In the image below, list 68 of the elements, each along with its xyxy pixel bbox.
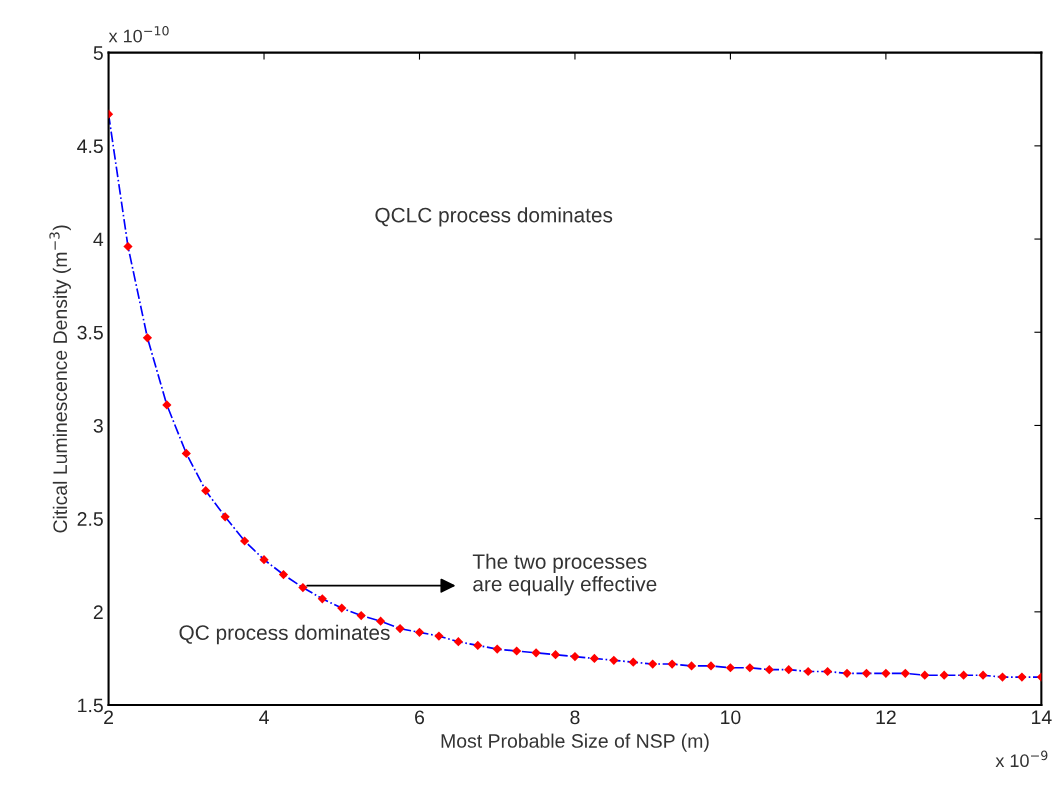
x-axis-title: Most Probable Size of NSP (m) (441, 733, 709, 752)
text: x 10$^{−9}$ (995, 750, 1048, 768)
point (337, 603, 347, 613)
point (201, 486, 211, 496)
point (900, 668, 910, 678)
point (239, 536, 250, 546)
point (278, 569, 289, 580)
y-tick-label: 3 (93, 418, 103, 433)
point (162, 400, 172, 410)
x-tick-label: 2 (104, 710, 113, 724)
point (473, 640, 483, 650)
point (764, 665, 774, 675)
annotation: QC process dominates (179, 624, 390, 645)
point (531, 648, 541, 658)
point (725, 663, 736, 673)
annotation: The two processes are equally effective (472, 553, 657, 596)
point (589, 653, 599, 664)
point (356, 610, 366, 621)
point (861, 668, 872, 678)
point (686, 661, 697, 671)
point (142, 333, 153, 343)
point (123, 241, 133, 252)
point (881, 668, 891, 678)
y-axis-title: Citical Luminescence Density (m$^{−3}$) (49, 225, 71, 533)
point (570, 651, 580, 662)
point (550, 650, 561, 660)
point (181, 448, 191, 459)
point (628, 657, 638, 667)
point (395, 624, 405, 634)
y-tick-label: 2 (93, 605, 103, 619)
x-tick-label: 6 (415, 710, 425, 725)
text: x 10$^{−10}$ (108, 25, 169, 43)
point (434, 631, 444, 641)
point (317, 594, 327, 604)
point (414, 627, 425, 637)
point (842, 668, 852, 678)
point (609, 655, 619, 665)
x-tick-label: 14 (1032, 710, 1052, 724)
x-tick-label: 10 (721, 710, 741, 725)
y-tick-label: 5 (93, 46, 103, 60)
y-tick-label: 3.5 (77, 325, 103, 340)
point (492, 644, 502, 654)
point (648, 659, 658, 669)
x-tick-label: 12 (876, 710, 896, 724)
point (298, 583, 308, 593)
point (784, 665, 794, 675)
point (920, 670, 930, 680)
x-tick-label: 4 (259, 710, 269, 724)
point (803, 666, 813, 677)
point (453, 637, 463, 647)
y-tick-label: 1.5 (78, 698, 103, 713)
y-tick-label: 2.5 (77, 512, 103, 526)
point (512, 646, 522, 656)
point (939, 670, 949, 680)
point (259, 555, 269, 565)
point (822, 666, 833, 677)
point (978, 670, 988, 680)
y-tick-label: 4 (93, 232, 104, 247)
point (220, 512, 230, 522)
point (667, 659, 677, 669)
point (1017, 672, 1027, 682)
point (997, 672, 1008, 682)
point (706, 661, 716, 671)
x-tick-label: 8 (570, 710, 580, 725)
point (959, 670, 969, 680)
annotation: QCLC process dominates (375, 207, 613, 227)
point (745, 663, 755, 673)
y-tick-label: 4.5 (77, 139, 103, 154)
